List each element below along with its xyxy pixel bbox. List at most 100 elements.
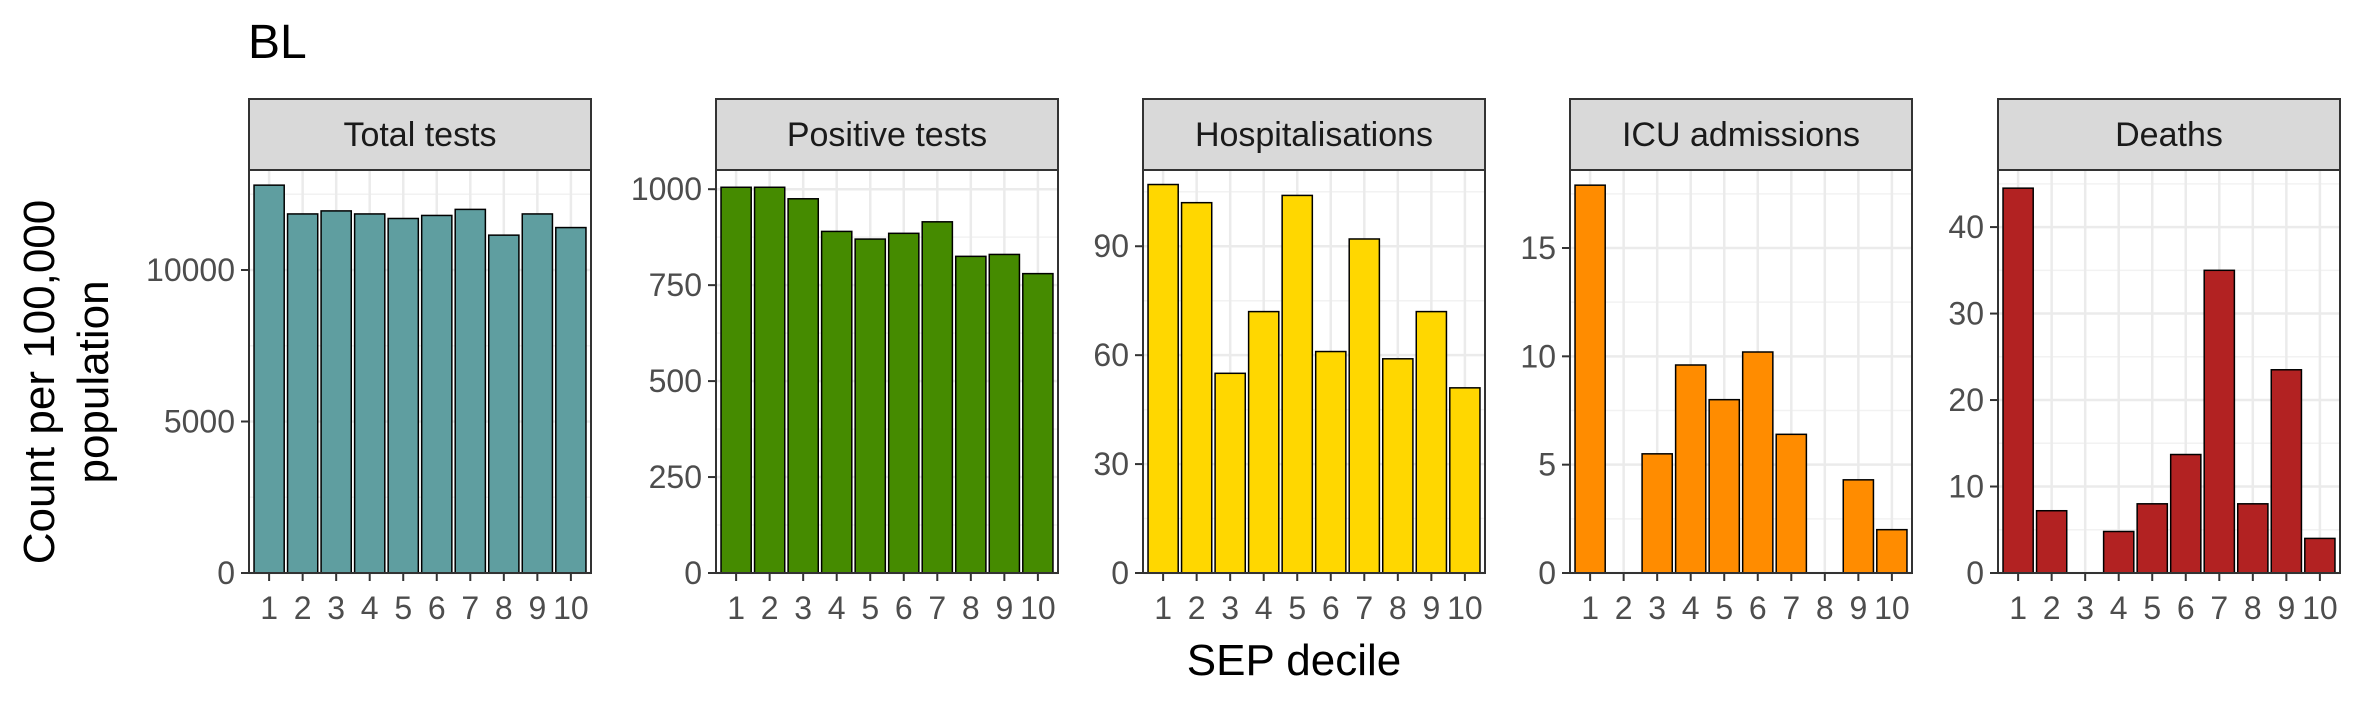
strip-background (1569, 98, 1913, 171)
bar-2-9 (1415, 310, 1448, 574)
strip-background (1142, 98, 1486, 171)
x-tick-label: 8 (1389, 590, 1407, 626)
x-tick-label: 1 (260, 590, 278, 626)
bar-0-9 (521, 213, 554, 574)
y-tick-label: 40 (1948, 209, 1984, 245)
x-tick-label: 2 (1188, 590, 1206, 626)
bar-0-7 (454, 208, 487, 574)
bar-1-9 (988, 253, 1021, 574)
x-tick-label: 3 (327, 590, 345, 626)
y-tick-label: 60 (1093, 337, 1129, 373)
x-tick-label: 5 (1288, 590, 1306, 626)
bar-1-8 (954, 255, 987, 574)
bar-1-10 (1022, 272, 1054, 574)
x-tick-label: 7 (2210, 590, 2228, 626)
bar-0-6 (420, 214, 453, 574)
x-tick-label: 9 (528, 590, 546, 626)
strip-background (715, 98, 1059, 171)
bar-0-3 (320, 210, 353, 574)
x-tick-label: 10 (1874, 590, 1910, 626)
bar-2-8 (1381, 358, 1414, 574)
x-tick-label: 6 (2177, 590, 2195, 626)
x-tick-label: 4 (2110, 590, 2128, 626)
x-tick-label: 8 (495, 590, 513, 626)
y-tick-label: 1000 (631, 171, 702, 207)
strip-label: Hospitalisations (1195, 116, 1433, 154)
bar-3-4 (1674, 364, 1707, 574)
bar-3-6 (1741, 351, 1774, 574)
y-tick-label: 250 (649, 459, 702, 495)
bar-4-1 (2002, 187, 2034, 574)
strip-label: Deaths (2115, 116, 2223, 154)
y-tick-label: 15 (1520, 230, 1556, 266)
strip-background (1997, 98, 2341, 171)
x-tick-label: 7 (928, 590, 946, 626)
x-tick-label: 10 (1447, 590, 1483, 626)
x-tick-label: 8 (1816, 590, 1834, 626)
bar-3-5 (1708, 398, 1741, 574)
bar-4-7 (2203, 269, 2236, 574)
y-tick-label: 30 (1948, 296, 1984, 332)
x-tick-label: 4 (1255, 590, 1273, 626)
x-tick-label: 4 (828, 590, 846, 626)
x-tick-label: 6 (1322, 590, 1340, 626)
x-tick-label: 8 (962, 590, 980, 626)
y-tick-label: 20 (1948, 382, 1984, 418)
x-tick-label: 3 (2076, 590, 2094, 626)
bar-2-3 (1214, 372, 1247, 574)
bar-4-4 (2102, 530, 2135, 574)
x-tick-label: 10 (2302, 590, 2338, 626)
bar-1-7 (921, 221, 954, 574)
panel-1: Positive tests 0 250 500 750 1000 1 2 3 4 5 6 7 8 9 10 (631, 98, 1059, 626)
x-tick-label: 6 (1749, 590, 1767, 626)
y-tick-label: 0 (1966, 555, 1984, 591)
y-tick-label: 750 (649, 267, 702, 303)
bar-4-2 (2035, 509, 2068, 574)
bar-4-10 (2304, 537, 2336, 574)
bar-3-3 (1641, 453, 1674, 574)
x-tick-label: 9 (995, 590, 1013, 626)
x-tick-label: 2 (761, 590, 779, 626)
panel-2: Hospitalisations 0 30 60 90 1 2 3 4 5 6 7 8 9 10 (1093, 98, 1486, 626)
chart-title: BL (248, 16, 307, 69)
x-tick-label: 10 (553, 590, 589, 626)
y-tick-label: 10 (1948, 469, 1984, 505)
bar-3-1 (1574, 184, 1606, 574)
bar-1-6 (887, 232, 920, 574)
x-tick-label: 8 (2244, 590, 2262, 626)
bar-3-10 (1876, 528, 1908, 574)
x-tick-label: 7 (1355, 590, 1373, 626)
y-tick-label: 0 (1111, 555, 1129, 591)
x-tick-label: 9 (1422, 590, 1440, 626)
bar-0-4 (353, 213, 386, 574)
y-tick-label: 10 (1520, 338, 1556, 374)
bar-3-9 (1842, 479, 1875, 574)
bar-2-7 (1348, 238, 1381, 574)
y-axis-title-line-2: population (69, 280, 118, 483)
x-tick-label: 10 (1020, 590, 1056, 626)
x-tick-label: 3 (794, 590, 812, 626)
y-tick-label: 5000 (164, 403, 235, 439)
bar-2-6 (1314, 350, 1347, 574)
x-tick-label: 6 (428, 590, 446, 626)
x-tick-label: 7 (1782, 590, 1800, 626)
bar-2-5 (1281, 194, 1314, 574)
bar-1-2 (753, 186, 786, 574)
y-tick-label: 30 (1093, 446, 1129, 482)
y-tick-label: 0 (684, 555, 702, 591)
strip-label: ICU admissions (1622, 116, 1860, 154)
bar-0-2 (286, 213, 319, 574)
x-tick-label: 3 (1221, 590, 1239, 626)
x-tick-label: 5 (2143, 590, 2161, 626)
x-tick-label: 4 (1682, 590, 1700, 626)
bar-1-4 (820, 230, 853, 574)
strip-background (248, 98, 592, 171)
bar-0-1 (253, 184, 285, 574)
bar-2-1 (1147, 183, 1179, 574)
x-axis-title: SEP decile (1187, 636, 1401, 685)
x-tick-label: 1 (1581, 590, 1599, 626)
